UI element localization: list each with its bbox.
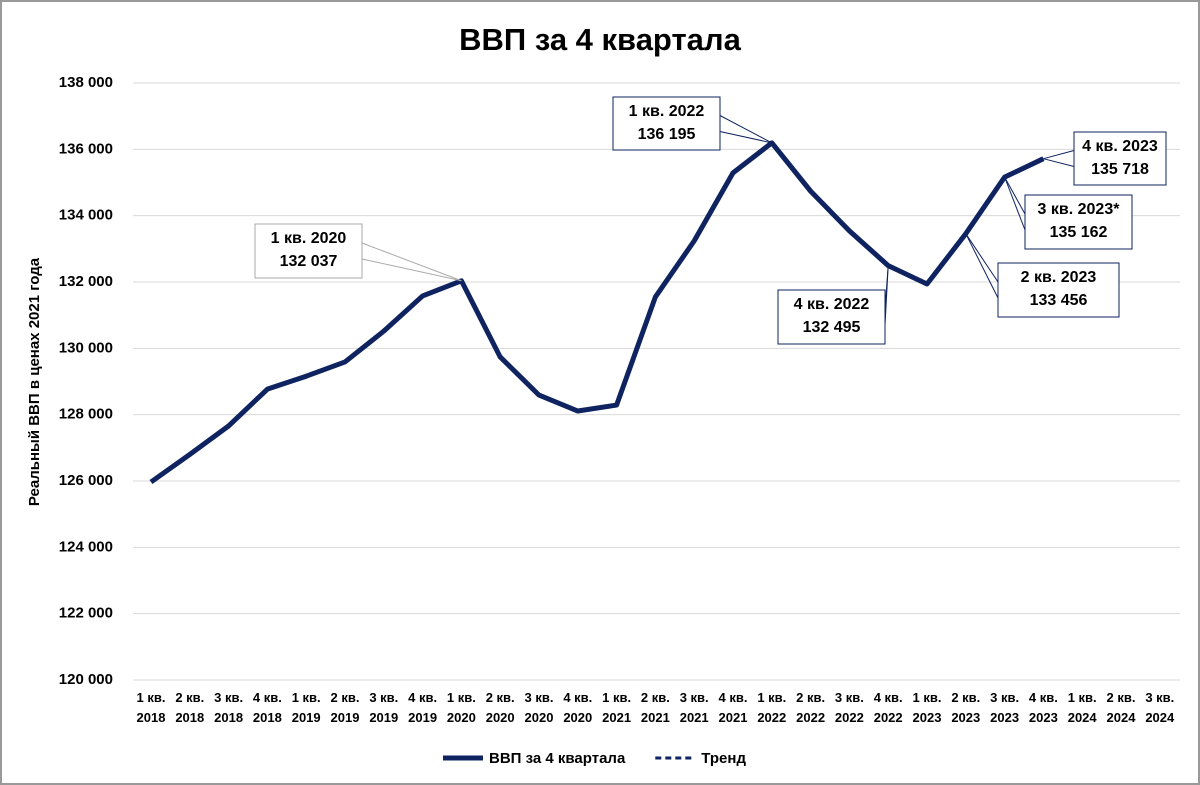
callout-leader	[1043, 150, 1075, 160]
x-tick-label: 4 кв. 2021	[718, 690, 748, 725]
callout-value: 132 037	[280, 253, 338, 270]
x-tick-label: 1 кв. 2020	[446, 690, 476, 725]
callout-leader	[1043, 158, 1075, 167]
x-tick-label: 3 кв. 2022	[834, 690, 864, 725]
callout-value: 136 195	[638, 126, 696, 143]
callout-leader	[884, 265, 889, 326]
y-tick-label: 138 000	[59, 74, 113, 91]
callout-text: 1 кв. 2022	[629, 103, 705, 120]
x-tick-label: 4 кв. 2019	[408, 690, 438, 725]
legend-label: Тренд	[701, 750, 746, 767]
y-tick-label: 130 000	[59, 339, 113, 356]
x-tick-label: 2 кв. 2020	[485, 690, 515, 725]
chart-title: ВВП за 4 квартала	[459, 22, 741, 57]
x-tick-label: 2 кв. 2019	[330, 690, 360, 725]
x-tick-label: 2 кв. 2023	[951, 690, 981, 725]
callout-text: 4 кв. 2023	[1082, 138, 1158, 155]
callout-leader	[719, 131, 772, 144]
legend-label: ВВП за 4 квартала	[489, 750, 626, 767]
callout-text: 4 кв. 2022	[794, 296, 870, 313]
callout-box	[254, 223, 363, 279]
x-tick-label: 2 кв. 2022	[796, 690, 826, 725]
x-tick-label: 1 кв. 2018	[136, 690, 166, 725]
callout-text: 3 кв. 2023*	[1038, 201, 1121, 218]
x-tick-label: 1 кв. 2024	[1067, 690, 1097, 725]
callout-leader	[965, 233, 999, 283]
callout-leader	[965, 233, 999, 299]
callout-value: 135 162	[1050, 224, 1108, 241]
x-tick-label: 1 кв. 2023	[912, 690, 942, 725]
callout-leader	[719, 115, 773, 144]
x-tick-label: 1 кв. 2019	[291, 690, 321, 725]
callout-leader	[361, 242, 462, 282]
x-tick-label: 4 кв. 2022	[873, 690, 903, 725]
x-tick-label: 4 кв. 2023	[1028, 690, 1058, 725]
callout-leader	[1004, 176, 1026, 215]
y-tick-label: 126 000	[59, 472, 113, 489]
callout-box	[1024, 194, 1133, 250]
x-tick-label: 3 кв. 2021	[679, 690, 709, 725]
x-tick-label: 3 кв. 2023	[990, 690, 1020, 725]
callout-box	[612, 96, 721, 151]
x-tick-label: 3 кв. 2024	[1145, 690, 1175, 725]
callout-value: 135 718	[1091, 161, 1149, 178]
callout-value: 133 456	[1030, 292, 1088, 309]
x-tick-label: 2 кв. 2024	[1106, 690, 1136, 725]
x-tick-label: 1 кв. 2021	[602, 690, 632, 725]
x-tick-label: 2 кв. 2021	[640, 690, 670, 725]
y-tick-label: 132 000	[59, 273, 113, 290]
x-tick-label: 3 кв. 2018	[214, 690, 244, 725]
x-tick-label: 1 кв. 2022	[757, 690, 787, 725]
y-tick-label: 128 000	[59, 406, 113, 423]
x-tick-label: 3 кв. 2019	[369, 690, 399, 725]
y-tick-label: 122 000	[59, 605, 113, 622]
callout-leader	[1004, 176, 1026, 231]
y-tick-label: 134 000	[59, 207, 113, 224]
callout-value: 132 495	[803, 319, 861, 336]
callout-box	[777, 289, 886, 345]
x-tick-label: 3 кв. 2020	[524, 690, 554, 725]
callout-box	[997, 262, 1120, 318]
callout-text: 1 кв. 2020	[271, 230, 347, 247]
x-tick-label: 4 кв. 2020	[563, 690, 593, 725]
x-tick-label: 2 кв. 2018	[175, 690, 205, 725]
callout-leader	[361, 258, 462, 282]
y-axis-label: Реальный ВВП в ценах 2021 года	[26, 257, 43, 506]
y-tick-label: 124 000	[59, 538, 113, 555]
y-tick-label: 120 000	[59, 671, 113, 688]
callout-box	[1073, 131, 1167, 186]
x-tick-label: 4 кв. 2018	[252, 690, 282, 725]
data-line	[149, 140, 1045, 485]
y-tick-label: 136 000	[59, 140, 113, 157]
callout-text: 2 кв. 2023	[1021, 269, 1097, 286]
